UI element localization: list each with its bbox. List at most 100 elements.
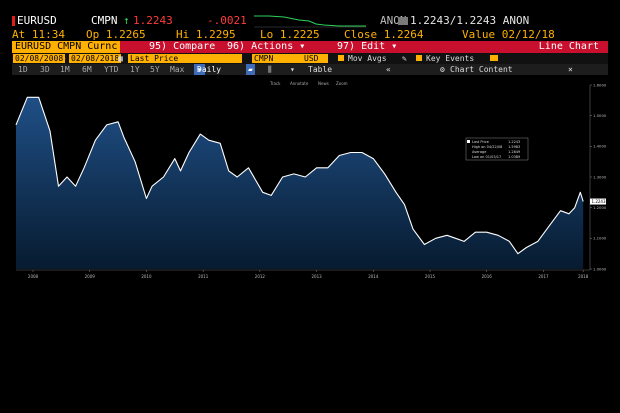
period-toolbar: 1D 3D 1M 6M YTD 1Y 5Y Max Daily ▾ ▰ ⫼ ▾ … [12, 64, 608, 75]
stats-value-high: 1.5983 [508, 145, 520, 149]
mov-avgs-checkbox[interactable] [338, 55, 344, 61]
period-ytd[interactable]: YTD [104, 65, 119, 74]
price-area [16, 97, 584, 269]
source-select[interactable]: CMPN [252, 54, 302, 63]
legend-track[interactable]: Track [269, 81, 281, 86]
edit-button[interactable]: 97) Edit ▾ [334, 41, 400, 53]
quote-time: At 11:34 [12, 28, 65, 41]
legend-zoom[interactable]: Zoom [336, 81, 348, 86]
period-3d[interactable]: 3D [40, 65, 50, 74]
y-tick-label: 1.0000 [593, 266, 607, 271]
quote-bar: At 11:34 Op 1.2265 Hi 1.2295 Lo 1.2225 C… [12, 28, 608, 41]
chart-content-button[interactable]: Chart Content [450, 65, 513, 74]
quote-close: Close 1.2264 [344, 28, 424, 41]
legend-news[interactable]: News [318, 81, 329, 86]
price-chart[interactable]: Track Annotate News Zoom 1.0000 1.1000 1.2… [12, 75, 608, 282]
frequency-label: Daily [197, 65, 222, 74]
period-1m[interactable]: 1M [60, 65, 70, 74]
mov-avgs-label[interactable]: Mov Avgs [348, 54, 387, 63]
chart-legend: Track Annotate News Zoom [269, 81, 348, 86]
actions-button[interactable]: 96) Actions ▾ [224, 41, 308, 53]
security-field[interactable]: EURUSD CMPN Curnc [12, 41, 121, 53]
stats-label-high: High on 04/22/08 [472, 145, 502, 149]
pencil-icon[interactable]: ✎ [402, 54, 407, 63]
y-tick-label: 1.3000 [593, 174, 607, 179]
close-icon[interactable]: × [568, 65, 573, 74]
period-6m[interactable]: 6M [82, 65, 92, 74]
y-tick-label: 1.6000 [593, 82, 607, 87]
x-tick-label: 2018 [578, 274, 589, 279]
collapse-left-icon[interactable]: « [386, 65, 391, 74]
x-tick-label: 2009 [85, 274, 96, 279]
ticker-bar: EURUSD CMPN ↑ 1.2243 -.0021 ANON 1.2243/… [12, 14, 608, 28]
stats-swatch-last [467, 140, 470, 143]
calendar-icon[interactable]: ▦ [118, 54, 123, 63]
price-change: -.0021 [207, 14, 247, 27]
quote-high: Hi 1.2295 [176, 28, 236, 41]
gear-icon[interactable]: ⚙ [440, 65, 445, 74]
actions-label: 96) Actions [227, 41, 294, 52]
stats-label-last: Last Price [472, 140, 489, 144]
period-max[interactable]: Max [170, 65, 185, 74]
start-date-input[interactable]: 02/08/2008 [13, 54, 66, 63]
stats-value-low: 1.0389 [508, 155, 520, 159]
bid-ask: 1.2243/1.2243 ANON [410, 14, 529, 28]
y-tick-label: 1.5000 [593, 113, 607, 118]
stats-box: Last Price 1.2243 High on 04/22/08 1.598… [465, 137, 529, 161]
last-price: 1.2243 [133, 14, 173, 27]
price-line [15, 96, 584, 255]
currency-select[interactable]: USD [302, 54, 328, 63]
x-tick-label: 2016 [482, 274, 493, 279]
y-tick-label: 1.1000 [593, 236, 607, 241]
chart-svg[interactable]: Track Annotate News Zoom 1.0000 1.1000 1.2… [12, 75, 608, 282]
bar-type-icon[interactable]: ⫼ [268, 65, 272, 74]
x-tick-label: 2008 [28, 274, 39, 279]
stats-value-average: 1.2849 [508, 150, 520, 154]
red-marker-icon [12, 16, 15, 26]
controls-bar: 02/08/2008 - 02/08/2018 ▦ Last Price CMP… [12, 53, 608, 64]
legend-annotate[interactable]: Annotate [290, 81, 309, 86]
key-events-flag-icon[interactable] [490, 55, 498, 61]
x-tick-label: 2014 [368, 274, 379, 279]
y-tick-label: 1.2000 [593, 205, 607, 210]
compare-button[interactable]: 95) Compare [149, 41, 216, 52]
period-5y[interactable]: 5Y [150, 65, 160, 74]
end-date-input[interactable]: 02/08/2018 [69, 54, 122, 63]
bid-ask-value: 1.2243/1.2243 [410, 14, 497, 27]
anon-label-2: ANON [502, 14, 530, 27]
x-tick-label: 2011 [198, 274, 209, 279]
ticker-symbol[interactable]: EURUSD [17, 14, 57, 27]
line-type-icon[interactable]: ▰ [246, 64, 255, 75]
line-chart-title: Line Chart [538, 41, 599, 52]
date-separator: - [62, 54, 67, 63]
y-tick-label: 1.4000 [593, 144, 607, 149]
key-events-checkbox[interactable] [416, 55, 422, 61]
frequency-select[interactable]: Daily ▾ [194, 64, 221, 75]
actions-dropdown-icon: ▾ [299, 41, 306, 52]
stats-label-average: Average [472, 150, 486, 154]
up-arrow-icon: ↑ [123, 14, 130, 27]
last-value-label: 1.2243 [592, 199, 606, 204]
x-tick-label: 2015 [425, 274, 436, 279]
bloomberg-terminal: EURUSD CMPN ↑ 1.2243 -.0021 ANON 1.2243/… [12, 14, 608, 282]
quote-value: Value 02/12/18 [462, 28, 555, 41]
stats-label-low: Low on 01/03/17 [472, 155, 501, 159]
x-tick-label: 2012 [255, 274, 266, 279]
x-tick-label: 2013 [312, 274, 323, 279]
ticker-source: CMPN [91, 14, 118, 27]
key-events-label[interactable]: Key Events [426, 54, 475, 63]
quote-open: Op 1.2265 [86, 28, 146, 41]
x-tick-label: 2010 [141, 274, 152, 279]
flag-icon [398, 17, 408, 25]
stats-box-frame [465, 137, 529, 161]
period-1y[interactable]: 1Y [130, 65, 140, 74]
edit-dropdown-icon: ▾ [391, 41, 398, 52]
stats-value-last: 1.2243 [508, 140, 520, 144]
field-select[interactable]: Last Price [128, 54, 242, 63]
quote-low: Lo 1.2225 [260, 28, 320, 41]
chart-type-dropdown-icon[interactable]: ▾ [290, 65, 295, 74]
last-value-marker [590, 198, 606, 205]
table-button[interactable]: Table [308, 65, 333, 74]
intraday-sparkline [254, 15, 366, 28]
period-1d[interactable]: 1D [18, 65, 28, 74]
